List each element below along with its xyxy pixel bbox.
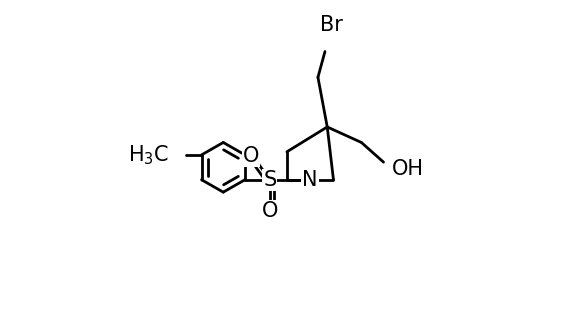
Text: Br: Br: [321, 15, 343, 35]
Text: O: O: [262, 201, 278, 222]
Text: O: O: [243, 146, 259, 167]
Text: H$_3$C: H$_3$C: [128, 143, 169, 167]
Text: OH: OH: [392, 159, 424, 179]
Text: N: N: [302, 170, 318, 190]
Text: S: S: [263, 170, 277, 190]
